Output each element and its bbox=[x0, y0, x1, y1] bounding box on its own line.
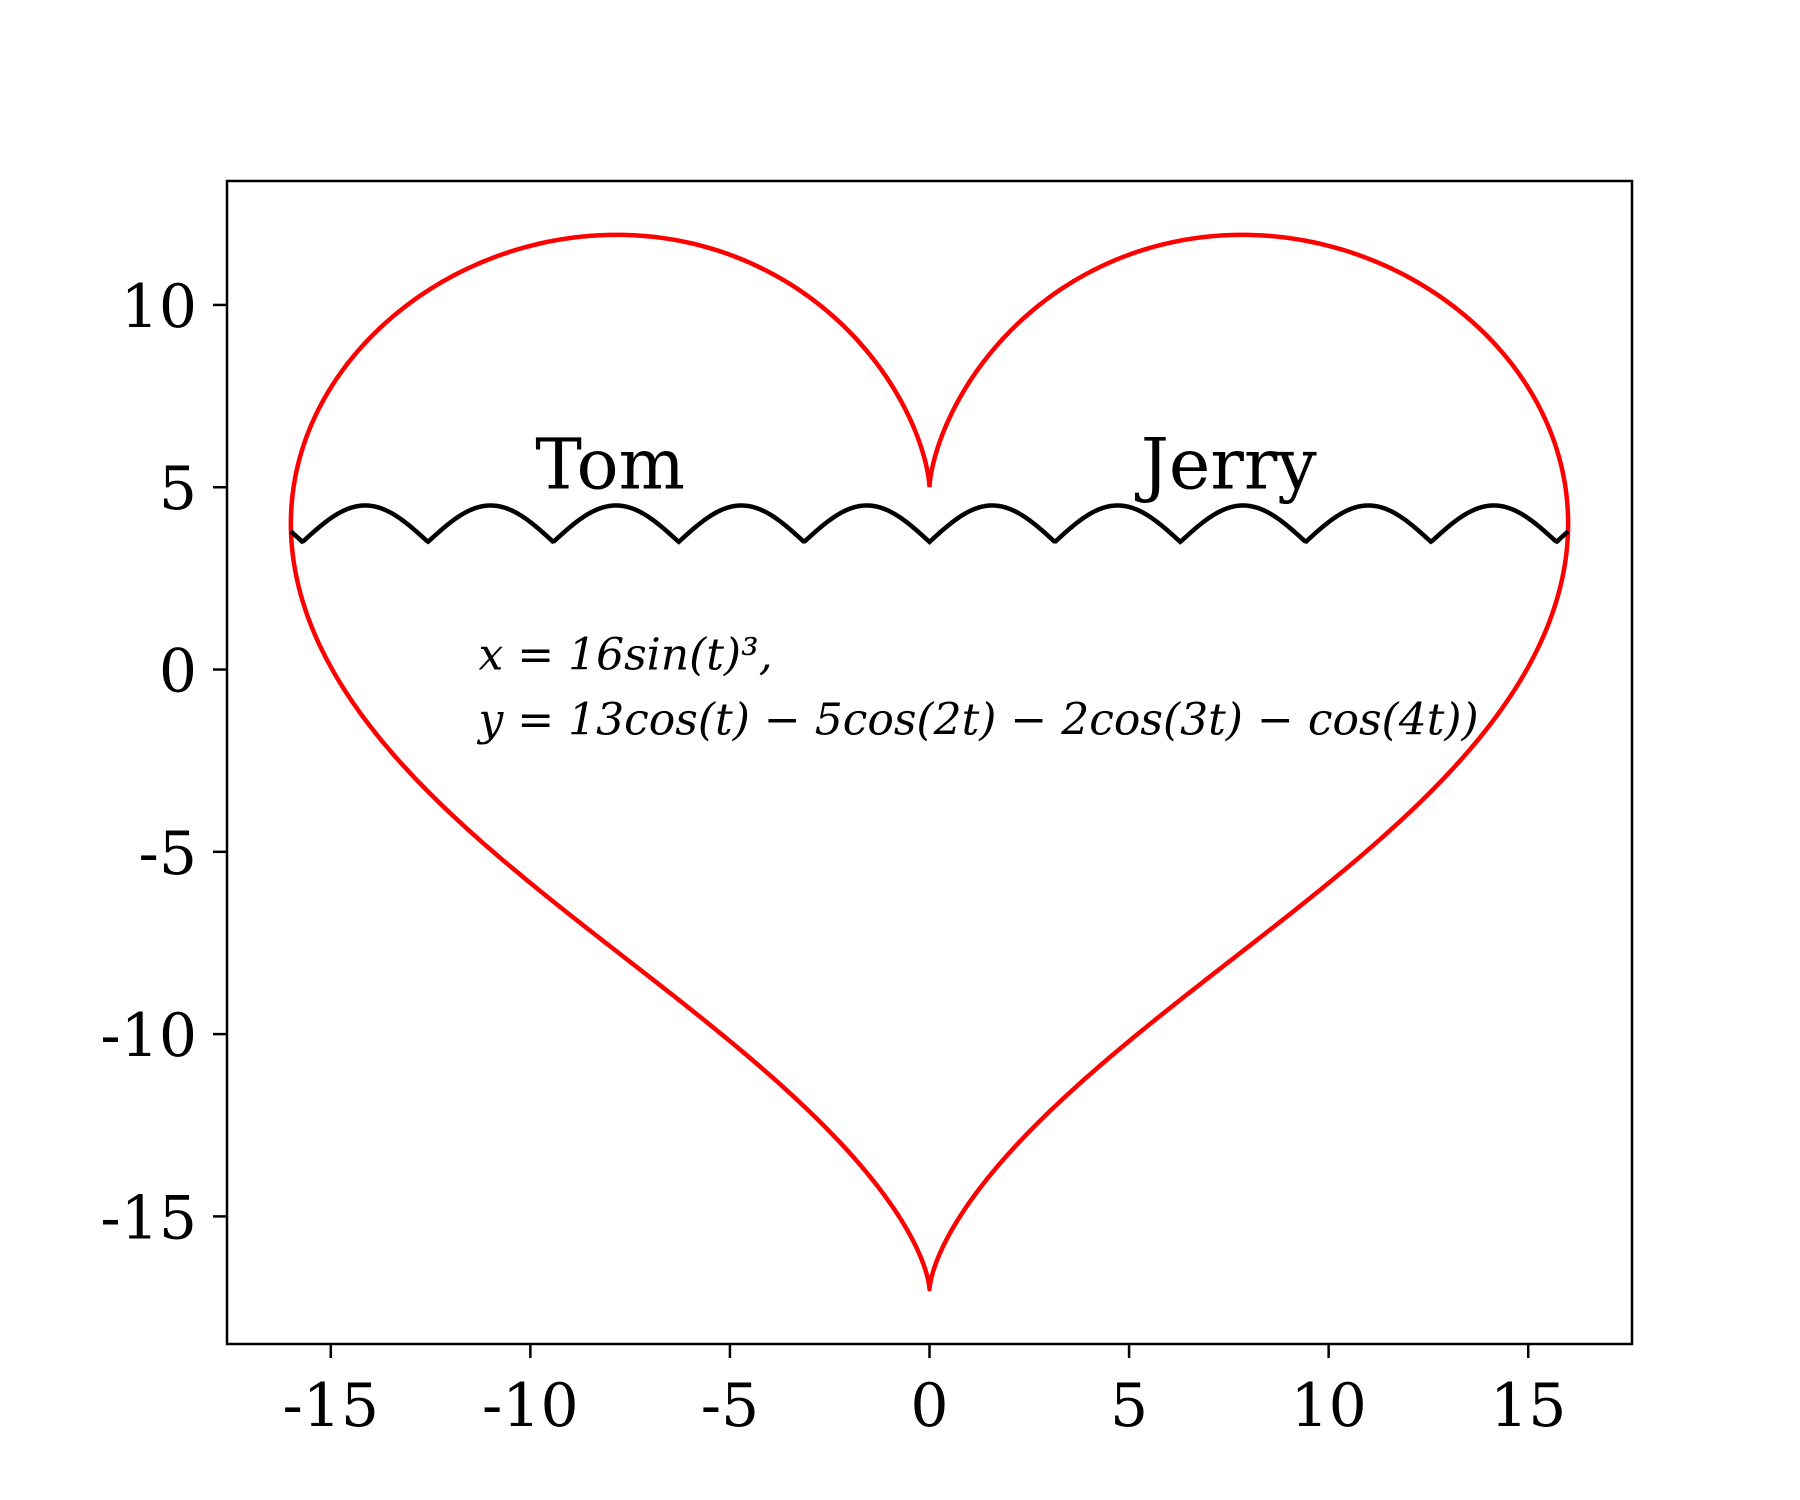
x-tick-label: -15 bbox=[282, 1371, 379, 1441]
y-tick-label: 5 bbox=[159, 454, 197, 524]
y-tick-label: -10 bbox=[100, 1001, 197, 1071]
heart-curve bbox=[288, 232, 1571, 1292]
x-tick-label: 5 bbox=[1110, 1371, 1148, 1441]
y-tick-label: 0 bbox=[159, 637, 197, 707]
annotation-label: Jerry bbox=[1135, 424, 1317, 506]
x-tick-label: -10 bbox=[482, 1371, 579, 1441]
annotations: Tom Jerry bbox=[535, 424, 1317, 506]
x-tick-label: 0 bbox=[910, 1371, 948, 1441]
plot-frame bbox=[225, 179, 1634, 1346]
x-tick-label: -5 bbox=[701, 1371, 759, 1441]
annotation-label: Tom bbox=[535, 424, 685, 506]
y-tick-label: -15 bbox=[100, 1183, 197, 1253]
y-tick-label: 10 bbox=[121, 272, 197, 342]
x-axis: -15 -10 -5 0 5 10 15 bbox=[282, 1344, 1566, 1441]
formula-annotation: x = 16sin(t)³, y = 13cos(t) − 5cos(2t) − … bbox=[476, 630, 1478, 746]
x-tick-label: 10 bbox=[1290, 1371, 1366, 1441]
formula-line: x = 16sin(t)³, bbox=[478, 630, 772, 681]
wave-curve bbox=[289, 503, 1570, 545]
y-tick-label: -5 bbox=[139, 819, 197, 889]
formula-line: y = 13cos(t) − 5cos(2t) − 2cos(3t) − cos… bbox=[476, 695, 1478, 746]
x-tick-label: 15 bbox=[1490, 1371, 1566, 1441]
y-axis: -15 -10 -5 0 5 10 bbox=[100, 272, 227, 1253]
